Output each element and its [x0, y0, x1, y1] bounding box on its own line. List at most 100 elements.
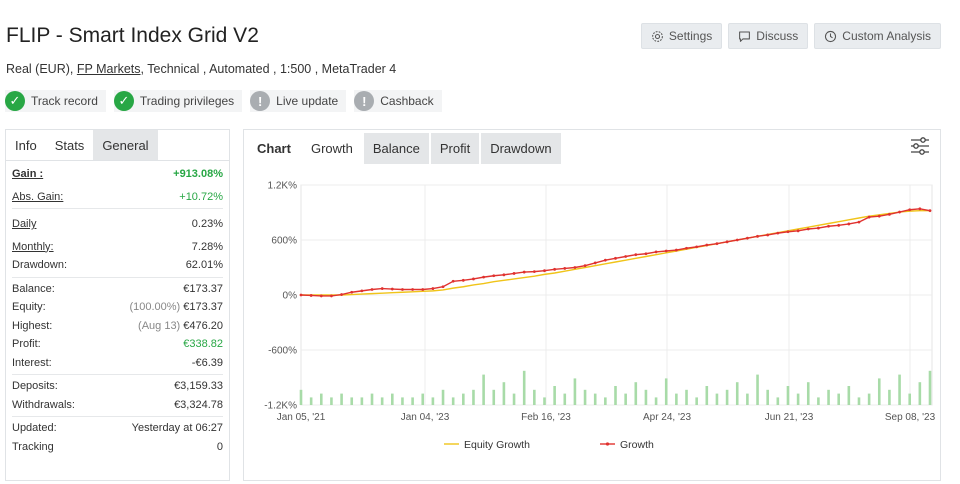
- exclamation-icon: !: [250, 91, 271, 111]
- tab-chart[interactable]: Chart: [248, 133, 300, 164]
- stat-label[interactable]: Monthly:: [12, 240, 54, 253]
- clock-icon: [825, 30, 837, 42]
- growth-point: [401, 288, 404, 291]
- stat-note: (Aug 13): [138, 319, 181, 332]
- volume-bar: [482, 374, 485, 405]
- volume-bar: [319, 393, 323, 405]
- volume-bar: [908, 393, 912, 405]
- chart-panel: Chart Growth Balance Profit Drawdown 1.2…: [243, 129, 941, 481]
- growth-point: [472, 277, 475, 281]
- volume-bar: [563, 393, 567, 405]
- growth-point: [867, 215, 871, 219]
- volume-bar: [705, 386, 709, 405]
- stat-value: €476.20: [183, 319, 223, 332]
- volume-bar: [604, 397, 607, 405]
- volume-bar: [634, 382, 638, 405]
- growth-point: [532, 270, 536, 274]
- stat-label[interactable]: Gain :: [12, 168, 44, 181]
- volume-bar: [512, 393, 516, 405]
- badge-live-update[interactable]: ! Live update: [250, 90, 347, 112]
- tab-stats[interactable]: Stats: [45, 130, 94, 160]
- volume-bar: [695, 397, 698, 405]
- growth-point: [776, 231, 780, 235]
- settings-button-label: Settings: [668, 29, 713, 43]
- badge-label: Trading privileges: [139, 94, 235, 108]
- volume-bar: [299, 389, 303, 405]
- stats-tabs: Info Stats General: [6, 130, 229, 161]
- volume-bar: [867, 393, 871, 405]
- growth-point: [340, 293, 343, 296]
- stat-label: Interest:: [12, 356, 52, 369]
- growth-point: [634, 253, 638, 257]
- growth-point: [877, 214, 881, 218]
- volume-bar: [330, 397, 333, 405]
- volume-bar: [675, 393, 678, 405]
- volume-bar: [533, 389, 536, 405]
- volume-bar: [756, 374, 759, 405]
- growth-point: [573, 266, 577, 269]
- volume-bar: [593, 393, 597, 405]
- settings-button[interactable]: Settings: [640, 23, 723, 49]
- stat-label: Drawdown:: [12, 259, 68, 272]
- growth-point: [806, 227, 810, 231]
- tab-balance[interactable]: Balance: [363, 133, 429, 164]
- volume-bar: [664, 378, 668, 405]
- volume-bar: [391, 393, 394, 405]
- volume-bar: [715, 393, 719, 405]
- sliders-icon[interactable]: [910, 137, 930, 155]
- volume-bar: [543, 397, 546, 405]
- badge-cashback[interactable]: ! Cashback: [354, 90, 442, 112]
- legend-label-equity-growth: Equity Growth: [464, 439, 530, 451]
- growth-point: [330, 294, 333, 298]
- broker-link[interactable]: FP Markets: [76, 62, 141, 76]
- tab-info[interactable]: Info: [6, 130, 46, 160]
- stat-label: Updated:: [12, 422, 57, 435]
- volume-bar: [370, 393, 374, 405]
- volume-bar: [654, 397, 658, 405]
- growth-point: [918, 207, 922, 211]
- growth-point: [593, 261, 597, 265]
- growth-point: [756, 234, 759, 238]
- stat-value: Yesterday at 06:27: [131, 422, 223, 435]
- stat-value: 0.23%: [191, 218, 223, 231]
- discuss-button[interactable]: Discuss: [728, 23, 809, 49]
- volume-bar: [583, 389, 587, 405]
- tab-drawdown[interactable]: Drawdown: [481, 133, 561, 164]
- volume-bar: [806, 382, 810, 405]
- tab-general[interactable]: General: [93, 130, 158, 160]
- stat-value: +913.08%: [173, 168, 223, 181]
- growth-point: [735, 238, 739, 242]
- stat-value: €338.82: [183, 338, 223, 351]
- growth-point: [898, 210, 901, 214]
- stat-equity: Equity: (100.00%) €173.37: [12, 298, 223, 317]
- growth-point: [715, 242, 719, 246]
- stat-label: Balance:: [12, 282, 55, 295]
- volume-bar: [462, 393, 465, 405]
- volume-bar: [614, 386, 617, 405]
- growth-point: [461, 278, 465, 282]
- growth-point: [309, 294, 313, 297]
- tab-growth[interactable]: Growth: [301, 133, 362, 164]
- volume-bar: [877, 378, 881, 405]
- volume-bar: [360, 397, 364, 405]
- growth-point: [796, 229, 800, 233]
- growth-point: [492, 274, 496, 278]
- growth-point: [766, 233, 770, 237]
- badge-trading-privileges[interactable]: ✓ Trading privileges: [113, 90, 243, 112]
- volume-bar: [928, 370, 932, 405]
- stat-daily: Daily 0.23%: [12, 215, 223, 234]
- stat-label[interactable]: Abs. Gain:: [12, 190, 64, 203]
- badge-track-record[interactable]: ✓ Track record: [5, 90, 106, 112]
- x-tick-label: Jan 04, '23: [401, 412, 450, 423]
- growth-point: [441, 285, 445, 289]
- volume-bar: [786, 386, 790, 405]
- volume-bar: [776, 397, 780, 405]
- y-tick-label: 0%: [283, 291, 298, 302]
- stat-label[interactable]: Daily: [12, 218, 37, 231]
- tab-profit[interactable]: Profit: [430, 133, 480, 164]
- growth-point: [319, 294, 323, 298]
- stat-value: +10.72%: [179, 190, 223, 203]
- stat-drawdown: Drawdown: 62.01%: [12, 256, 223, 275]
- custom-analysis-button[interactable]: Custom Analysis: [814, 23, 941, 49]
- growth-point: [725, 240, 729, 244]
